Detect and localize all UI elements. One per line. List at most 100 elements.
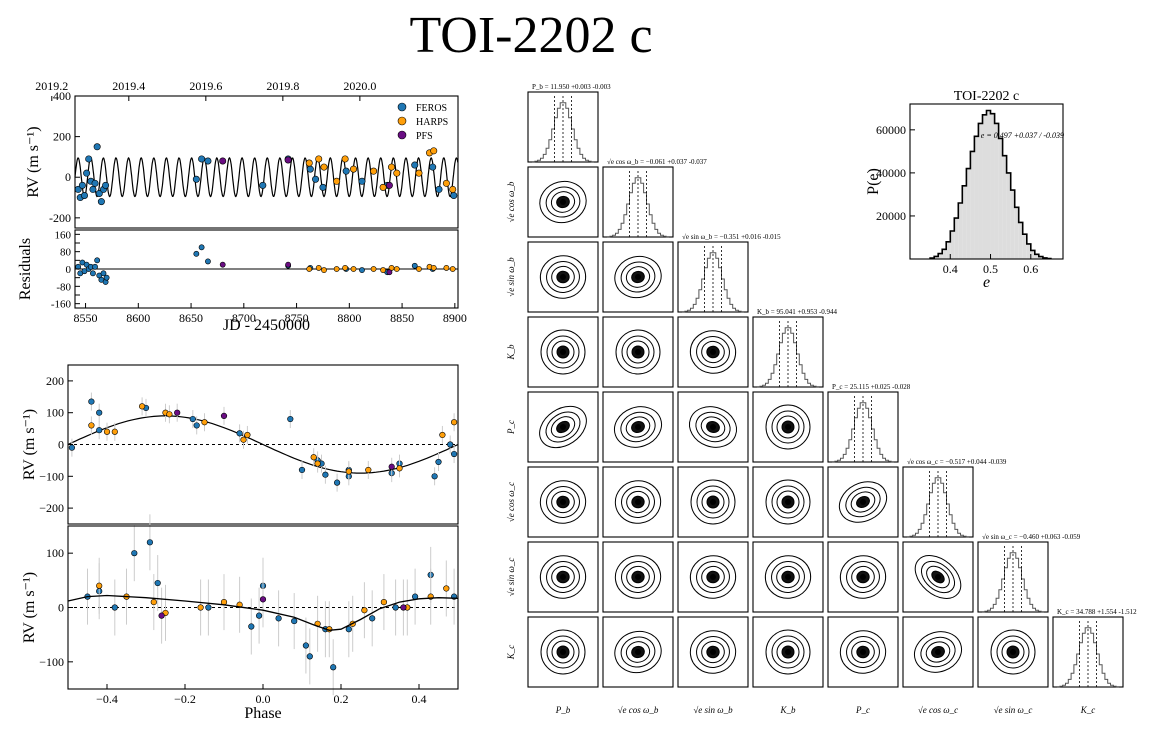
corner-2d-frame (602, 316, 674, 388)
histogram-bar (958, 203, 963, 259)
rv-model-curve (74, 157, 459, 198)
feros-point (90, 270, 96, 277)
feros-point (205, 604, 212, 611)
corner-2d-frame (602, 541, 674, 613)
feros-point (451, 450, 458, 458)
feros-point (97, 198, 105, 206)
corner-contour (551, 265, 575, 289)
corner-contour (839, 630, 887, 674)
corner-contour (614, 255, 662, 299)
corner-density-core (710, 499, 716, 505)
feros-point (334, 479, 341, 486)
corner-contour (545, 186, 581, 218)
year-tick-label: 2019.4 (112, 79, 145, 93)
feros-point (450, 192, 458, 200)
corner-contour (696, 561, 730, 593)
harps-point (350, 266, 357, 272)
ecc-ylabel: P(e) (865, 168, 882, 195)
feros-point (131, 550, 138, 557)
feros-point (236, 430, 243, 437)
ecc-xtick-label: 0.5 (983, 262, 998, 276)
corner-2d-frame (677, 616, 749, 688)
histogram-bar (994, 123, 999, 259)
corner-contour (696, 636, 730, 668)
harps-point (396, 465, 403, 472)
feros-point (345, 626, 352, 633)
corner-contour (688, 406, 738, 448)
corner-marginal-title: P_b = 11.950 +0.003 -0.003 (532, 83, 611, 91)
corner-contour (689, 555, 737, 599)
corner-marginal-histogram (532, 102, 594, 163)
corner-2d-frame (677, 541, 749, 613)
harps-point (320, 163, 328, 171)
feros-point (85, 155, 93, 163)
corner-density-core (635, 424, 641, 430)
corner-contour (851, 640, 875, 664)
harps-point (333, 177, 341, 185)
corner-2d-frame (752, 391, 824, 463)
year-tick-label: 2019.6 (189, 79, 222, 93)
corner-xlabel: P_c (855, 705, 870, 715)
jd-xtick-label: 8600 (126, 311, 150, 325)
pfs-point (400, 604, 407, 611)
rv-time-ytick-label: 400 (53, 89, 71, 103)
harps-point (380, 598, 388, 606)
feros-point (193, 422, 200, 429)
corner-contour (613, 406, 663, 448)
harps-point (342, 265, 349, 271)
residuals-ylabel: Residuals (17, 238, 34, 300)
pfs-point (285, 261, 292, 268)
legend-feros-label: FEROS (416, 103, 447, 114)
pfs-point (388, 463, 395, 470)
phase-xtick-label: −0.4 (96, 692, 118, 706)
harps-point (240, 436, 247, 443)
harps-point (443, 265, 450, 271)
histogram-bar (954, 218, 959, 259)
corner-marginal-title: K_c = 34.788 +1.554 -1.512 (1057, 608, 1137, 616)
corner-contour (546, 261, 580, 293)
corner-contour (551, 565, 575, 589)
harps-point (150, 598, 157, 606)
corner-density-core (860, 574, 866, 580)
harps-point (380, 267, 386, 273)
feros-point (411, 161, 419, 169)
corner-contour (539, 405, 587, 449)
corner-marginal-title: √e sin ω_c = −0.460 +0.063 -0.059 (982, 533, 1081, 541)
feros-point (429, 163, 437, 171)
corner-density-core (785, 499, 791, 505)
corner-density-core (785, 649, 791, 655)
corner-contour (621, 335, 655, 369)
jd-xtick-label: 8800 (337, 311, 361, 325)
harps-point (166, 411, 173, 418)
harps-point (393, 266, 400, 272)
histogram-bar (1018, 222, 1023, 259)
corner-contour (701, 340, 725, 364)
histogram-bar (938, 253, 943, 259)
histogram-bar (942, 249, 947, 259)
corner-contour (771, 485, 805, 519)
harps-point (388, 163, 396, 171)
corner-contour (845, 486, 881, 518)
corner-contour (540, 329, 586, 375)
feros-point (447, 441, 454, 448)
harps-point (370, 167, 378, 175)
corner-marginal-histogram (757, 327, 819, 388)
feros-point (298, 466, 306, 474)
rv-time-ytick-label: -200 (49, 211, 71, 225)
corner-marginal-title: √e sin ω_b = −0.351 +0.016 -0.015 (682, 233, 781, 241)
feros-point (435, 185, 443, 193)
phase-xtick-label: 0.4 (412, 692, 427, 706)
harps-point (306, 266, 313, 272)
histogram-bar (1026, 243, 1031, 259)
corner-2d-frame (752, 541, 824, 613)
phase-b-ylabel: RV (m s⁻¹) (21, 409, 38, 480)
ecc-xlabel: e (983, 274, 990, 291)
corner-xlabel: √e sin ω_c (994, 705, 1033, 715)
corner-marginal-title: P_c = 25.115 +0.025 -0.028 (832, 383, 911, 391)
feros-point (342, 167, 350, 175)
harps-point (379, 183, 387, 191)
harps-point (310, 454, 317, 461)
phase-c-model-curve (67, 594, 459, 631)
residual-ytick-label: -160 (51, 299, 72, 311)
feros-point (93, 143, 101, 151)
